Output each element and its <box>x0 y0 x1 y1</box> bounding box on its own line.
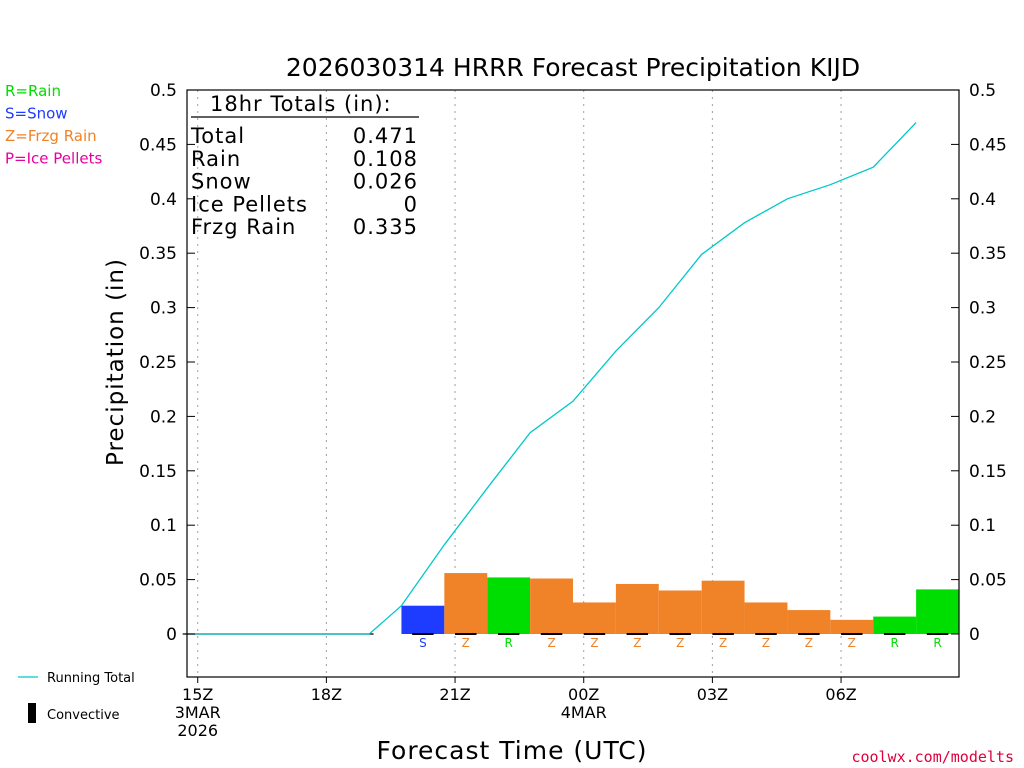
precip-type-label: Z <box>762 636 770 650</box>
series-legend: Running Total Convective <box>18 671 135 723</box>
y-tick-label-left: 0.3 <box>150 299 177 319</box>
totals-row-value: 0.471 <box>353 124 418 148</box>
bar-hour-27 <box>701 580 745 634</box>
y-axis-right: 0 0.05 0.1 0.15 0.2 0.25 0.3 0.35 0.4 0.45 0.5 <box>951 81 1007 645</box>
totals-row-label: Snow <box>191 170 252 194</box>
y-tick-label-left: 0.05 <box>139 571 177 591</box>
credit-text: coolwx.com/modelts <box>851 748 1014 766</box>
y-axis-label: Precipitation (in) <box>103 258 129 466</box>
y-tick-label-left: 0.35 <box>139 244 177 264</box>
x-tick-label: 06Z <box>825 685 856 704</box>
precip-type-label: Z <box>805 636 813 650</box>
totals-row-value: 0.335 <box>353 215 418 239</box>
bar-hour-25 <box>615 583 659 634</box>
totals-box: 18hr Totals (in): Total 0.471 Rain 0.108 Sno… <box>190 92 419 239</box>
totals-row-label: Ice Pellets <box>191 192 308 216</box>
plot-frame <box>186 89 960 678</box>
precip-type-label: Z <box>462 636 470 650</box>
bar-hour-23 <box>530 578 573 634</box>
x-axis-label: Forecast Time (UTC) <box>377 736 648 765</box>
bar-hour-29 <box>787 610 831 634</box>
bar-hour-24 <box>573 602 616 634</box>
x-tick-label: 3MAR <box>175 703 221 722</box>
precip-type-label: Z <box>590 636 598 650</box>
x-tick-label: 2026 <box>177 721 218 740</box>
x-tick-label: 15Z <box>182 685 213 704</box>
bar-hour-30 <box>830 619 874 634</box>
y-tick-label-right: 0.05 <box>969 571 1007 591</box>
totals-row-label: Frzg Rain <box>191 215 296 239</box>
y-tick-label-left: 0.1 <box>150 516 177 536</box>
precip-type-label: Z <box>547 636 555 650</box>
precip-type-label: R <box>890 636 898 650</box>
precip-type-label: R <box>504 636 512 650</box>
y-tick-label-right: 0.25 <box>969 353 1007 373</box>
y-tick-label-right: 0.1 <box>969 516 996 536</box>
totals-row-value: 0.026 <box>353 170 418 194</box>
y-tick-label-left: 0.15 <box>139 462 177 482</box>
x-tick-label: 00Z <box>568 685 599 704</box>
running-total-line <box>187 122 917 635</box>
type-legend-item: P=Ice Pellets <box>5 150 102 168</box>
y-tick-label-right: 0 <box>969 625 980 645</box>
convective-legend-swatch <box>28 703 36 723</box>
hourly-bars <box>401 573 959 634</box>
type-legend-item: R=Rain <box>5 82 61 100</box>
bar-hour-31 <box>873 616 917 634</box>
bar-hour-26 <box>658 590 702 634</box>
x-tick-label: 03Z <box>697 685 728 704</box>
precip-type-label: R <box>933 636 941 650</box>
totals-row-label: Rain <box>191 147 241 171</box>
y-tick-label-left: 0.2 <box>150 407 177 427</box>
y-axis-left: 0 0.05 0.1 0.15 0.2 0.25 0.3 0.35 0.4 0.45 0.5 <box>139 81 195 645</box>
convective-legend-label: Convective <box>47 708 120 723</box>
y-tick-label-right: 0.2 <box>969 407 996 427</box>
y-tick-label-left: 0.25 <box>139 353 177 373</box>
precip-type-label: Z <box>719 636 727 650</box>
precip-type-legend: R=Rain S=Snow Z=Frzg Rain P=Ice Pellets <box>5 82 102 168</box>
precip-type-label: Z <box>633 636 641 650</box>
bar-hour-22 <box>487 577 531 634</box>
precip-type-label: S <box>419 636 427 650</box>
y-tick-label-left: 0.5 <box>150 81 177 101</box>
y-tick-label-right: 0.35 <box>969 244 1007 264</box>
y-tick-label-left: 0 <box>166 625 177 645</box>
x-tick-label: 21Z <box>439 685 470 704</box>
y-tick-label-right: 0.15 <box>969 462 1007 482</box>
bar-hour-28 <box>744 602 788 634</box>
y-tick-label-left: 0.4 <box>150 190 177 210</box>
running-total-legend-label: Running Total <box>47 671 135 686</box>
totals-row-value: 0.108 <box>353 147 418 171</box>
bar-hour-32 <box>916 589 959 634</box>
y-tick-label-right: 0.5 <box>969 81 996 101</box>
y-tick-label-left: 0.45 <box>139 135 177 155</box>
x-tick-label: 18Z <box>311 685 342 704</box>
y-tick-label-right: 0.3 <box>969 299 996 319</box>
precip-type-label: Z <box>676 636 684 650</box>
y-tick-label-right: 0.4 <box>969 190 996 210</box>
type-legend-item: Z=Frzg Rain <box>5 127 97 145</box>
bar-hour-21 <box>444 573 488 634</box>
x-tick-label: 4MAR <box>561 703 607 722</box>
totals-row-value: 0 <box>404 192 418 216</box>
precip-type-label: Z <box>848 636 856 650</box>
totals-header: 18hr Totals (in): <box>210 92 392 116</box>
bar-hour-20 <box>401 605 445 634</box>
chart-title: 2026030314 HRRR Forecast Precipitation K… <box>286 53 860 82</box>
y-tick-label-right: 0.45 <box>969 135 1007 155</box>
type-legend-item: S=Snow <box>5 105 68 123</box>
totals-row-label: Total <box>190 124 245 148</box>
